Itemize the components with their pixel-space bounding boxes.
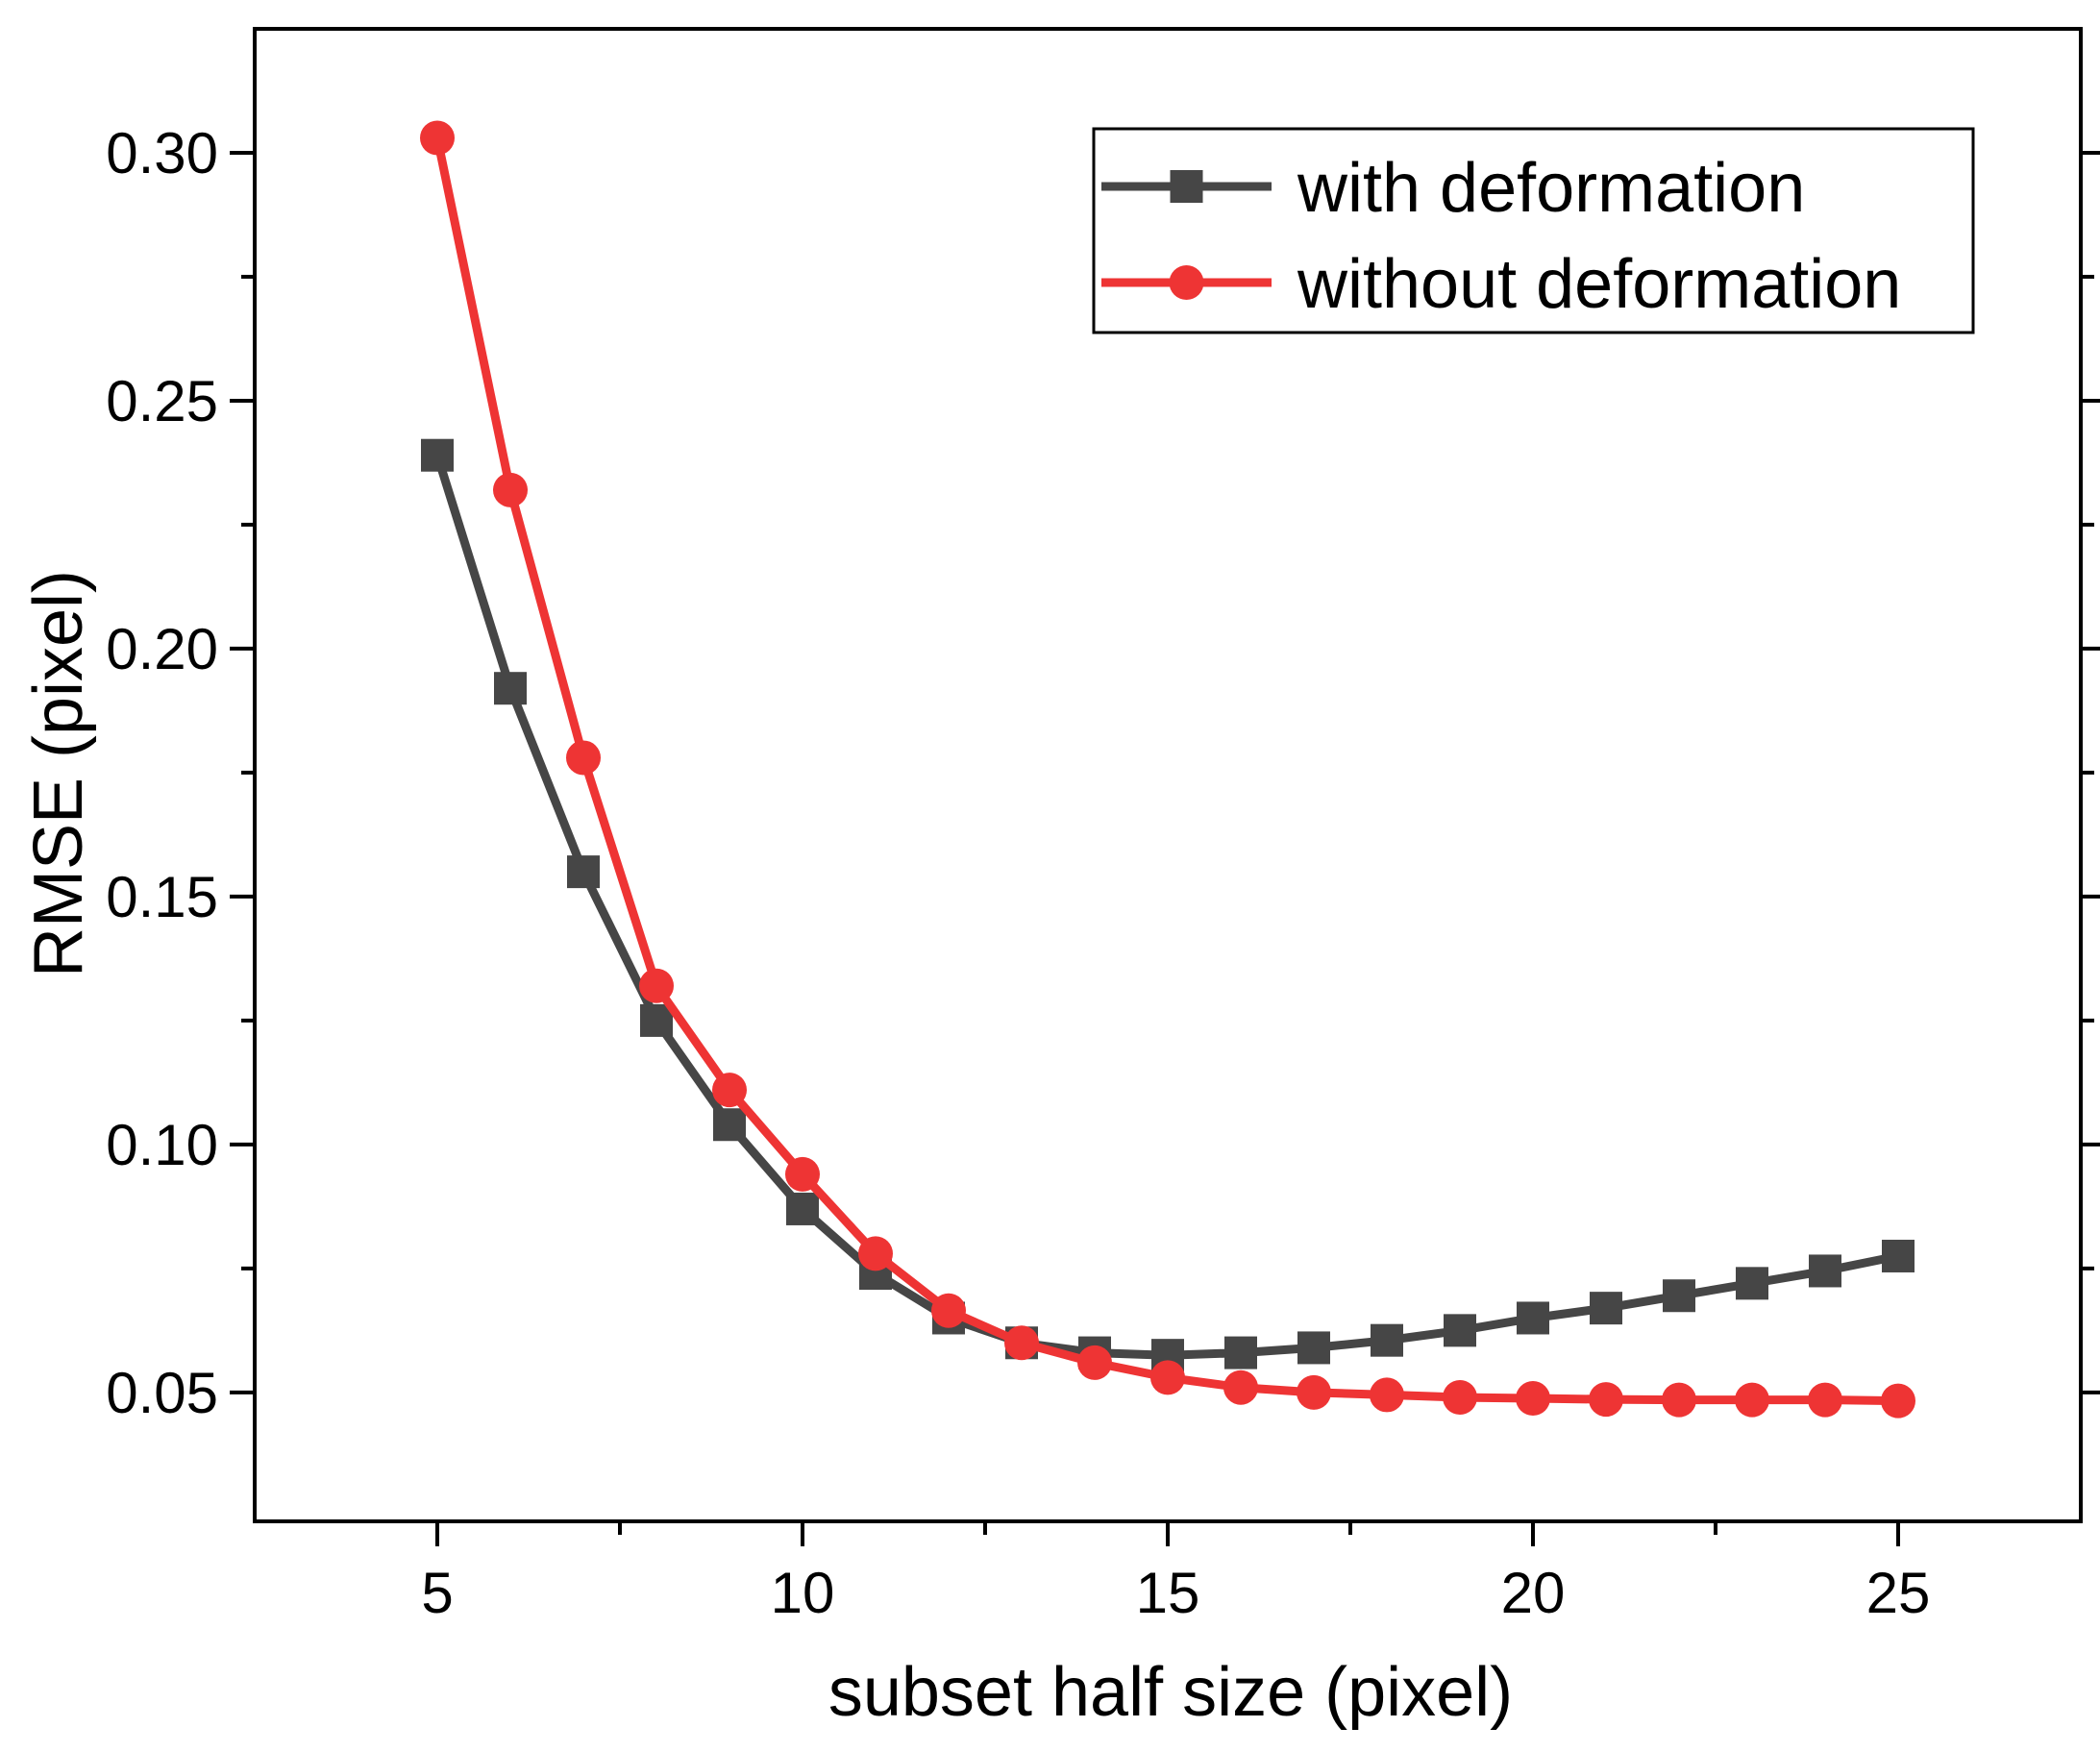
data-point-square [494,672,527,705]
y-tick-label: 0.15 [106,865,218,929]
data-point-circle [1443,1380,1477,1416]
data-point-circle [1662,1382,1696,1418]
data-point-circle [1004,1325,1039,1361]
y-tick-label: 0.25 [106,369,218,433]
axes: 5 10 15 20 25 0.05 0.10 0.15 0.20 0.25 0.30 [106,27,2100,1625]
data-point-circle [1516,1381,1550,1417]
x-axis-title: subset half size (pixel) [828,1654,1513,1731]
y-tick-label: 0.30 [106,121,218,185]
data-point-square [786,1192,819,1225]
y-tick-label: 0.05 [106,1361,218,1425]
x-tick-label: 5 [421,1561,453,1625]
y-axis-title: RMSE (pixel) [20,570,97,977]
legend-box [1092,127,1975,334]
data-point-circle [1881,1383,1915,1419]
data-point-square [1224,1336,1257,1370]
data-point-square [1590,1292,1622,1325]
legend-marker-circle [1169,265,1204,300]
data-point-square [1809,1254,1841,1288]
data-point-circle [785,1156,820,1192]
data-point-circle [1150,1360,1185,1395]
y-tick-label: 0.10 [106,1113,218,1177]
legend-marker-square [1170,170,1203,203]
data-point-square [1736,1267,1768,1300]
data-point-circle [1735,1382,1769,1418]
data-point-circle [566,740,601,776]
data-point-circle [1077,1345,1112,1380]
legend: with deformation without deformation [1092,127,1975,334]
data-point-circle [931,1293,966,1328]
data-point-square [1882,1239,1915,1272]
data-point-circle [1223,1370,1258,1405]
data-point-square [1663,1279,1695,1313]
x-tick-label: 25 [1866,1561,1931,1625]
data-point-square [713,1108,746,1142]
data-point-square [1517,1301,1549,1335]
data-point-square [1297,1331,1330,1365]
data-point-circle [1370,1377,1404,1413]
data-point-circle [1808,1382,1842,1418]
legend-label-2: without deformation [1297,246,1901,323]
data-point-square [1371,1323,1403,1357]
data-point-circle [420,120,455,156]
x-tick-label: 20 [1501,1561,1566,1625]
data-point-square [1444,1314,1476,1347]
series-layer [420,120,1915,1419]
y-tick-label: 0.20 [106,617,218,681]
x-tick-label: 10 [771,1561,835,1625]
data-point-circle [493,472,528,507]
data-point-circle [858,1236,893,1271]
legend-label-1: with deformation [1297,150,1805,227]
data-point-circle [712,1073,747,1108]
x-tick-label: 15 [1136,1561,1200,1625]
data-point-circle [1589,1382,1623,1418]
data-point-circle [639,968,674,1003]
series-line-1 [432,454,1899,1360]
data-point-square [567,855,600,889]
data-point-circle [1297,1374,1331,1410]
data-point-square [640,1003,673,1037]
data-point-square [421,438,454,472]
